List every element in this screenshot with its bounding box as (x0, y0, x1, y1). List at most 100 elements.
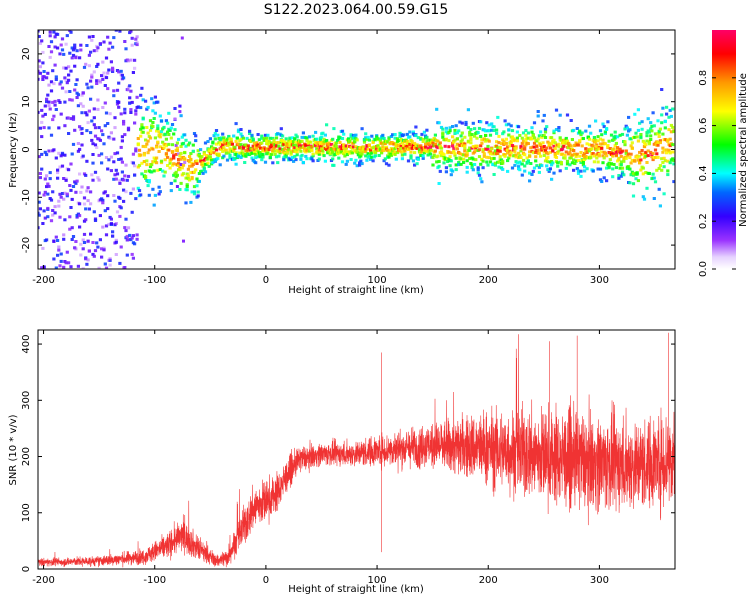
heatmap-cell (506, 148, 510, 152)
heatmap-cell (276, 161, 280, 165)
heatmap-cell (453, 152, 457, 156)
heatmap-cell (326, 144, 330, 148)
x-tick-label: 300 (590, 275, 609, 286)
heatmap-cell (311, 159, 315, 163)
heatmap-cell (413, 151, 417, 155)
heatmap-cell (91, 142, 95, 146)
heatmap-cell (585, 167, 589, 171)
heatmap-cell (212, 151, 216, 155)
heatmap-cell (281, 134, 285, 138)
heatmap-cell (362, 140, 367, 144)
heatmap-cell (119, 145, 123, 149)
heatmap-cell (227, 134, 231, 138)
heatmap-cell (103, 101, 107, 105)
heatmap-cell (46, 71, 50, 75)
heatmap-cell (493, 163, 497, 167)
heatmap-cell (113, 199, 117, 203)
heatmap-cell (635, 155, 639, 159)
heatmap-cell (633, 112, 637, 116)
heatmap-cell (238, 146, 242, 150)
heatmap-cell (360, 162, 364, 166)
heatmap-cell (310, 145, 314, 149)
heatmap-cell (112, 177, 116, 181)
heatmap-cell (254, 156, 258, 160)
heatmap-cell (514, 146, 518, 150)
heatmap-cell (598, 142, 603, 146)
heatmap-cell (309, 140, 313, 144)
heatmap-cell (441, 131, 445, 135)
heatmap-cell (241, 136, 245, 140)
heatmap-cell (364, 132, 368, 136)
heatmap-cell (148, 136, 153, 140)
heatmap-cell (387, 155, 391, 159)
heatmap-cell (136, 142, 140, 146)
heatmap-cell (124, 229, 128, 233)
heatmap-cell (432, 137, 436, 140)
heatmap-cell (663, 126, 667, 130)
heatmap-cell (68, 227, 72, 231)
heatmap-cell (411, 130, 415, 134)
heatmap-cell (666, 169, 670, 173)
heatmap-cell (532, 166, 537, 170)
heatmap-cell (139, 134, 143, 138)
heatmap-cell (539, 154, 543, 158)
heatmap-cell (410, 146, 414, 150)
heatmap-cell (331, 157, 335, 161)
heatmap-cell (60, 37, 65, 41)
heatmap-cell (206, 161, 210, 165)
heatmap-cell (170, 150, 175, 153)
heatmap-cell (482, 154, 486, 158)
heatmap-cell (492, 156, 496, 160)
heatmap-cell (419, 137, 423, 141)
heatmap-cell (447, 150, 451, 154)
heatmap-cell (468, 157, 472, 160)
heatmap-cell (565, 159, 570, 163)
heatmap-cell (607, 139, 611, 143)
heatmap-cell (557, 149, 561, 153)
heatmap-cell (394, 145, 398, 149)
heatmap-cell (62, 177, 66, 180)
heatmap-cell (139, 153, 143, 157)
heatmap-cell (89, 50, 93, 54)
heatmap-cell (479, 177, 483, 181)
heatmap-cell (57, 199, 61, 203)
heatmap-cell (292, 140, 296, 144)
heatmap-cell (274, 144, 279, 148)
heatmap-cell (650, 124, 654, 128)
heatmap-cell (89, 97, 93, 101)
heatmap-cell (183, 161, 187, 164)
heatmap-cell (601, 161, 605, 165)
heatmap-cell (67, 73, 71, 77)
heatmap-cell (131, 152, 135, 156)
heatmap-cell (271, 161, 275, 165)
heatmap-cell (608, 147, 612, 150)
heatmap-cell (641, 152, 645, 156)
heatmap-cell (535, 164, 539, 168)
heatmap-cell (576, 171, 581, 175)
heatmap-cell (161, 140, 165, 144)
heatmap-cell (392, 142, 396, 146)
heatmap-cell (60, 164, 65, 168)
heatmap-cell (504, 123, 508, 127)
heatmap-cell (597, 147, 601, 151)
heatmap-cell (282, 158, 286, 162)
heatmap-cell (575, 127, 579, 130)
heatmap-cell (108, 112, 112, 116)
heatmap-cell (135, 41, 139, 45)
heatmap-cell (666, 159, 670, 163)
heatmap-cell (51, 118, 55, 122)
heatmap-cell (81, 91, 85, 95)
heatmap-cell (273, 149, 277, 153)
heatmap-cell (276, 132, 280, 136)
heatmap-cell (662, 148, 666, 152)
heatmap-cell (455, 137, 459, 141)
heatmap-cell (649, 150, 653, 154)
heatmap-cell (501, 167, 505, 171)
heatmap-cell (95, 146, 99, 149)
heatmap-cell (151, 147, 155, 151)
heatmap-cell (320, 147, 324, 151)
heatmap-cell (576, 143, 581, 147)
heatmap-cell (43, 150, 47, 154)
heatmap-cell (166, 155, 170, 159)
heatmap-cell (137, 163, 142, 167)
